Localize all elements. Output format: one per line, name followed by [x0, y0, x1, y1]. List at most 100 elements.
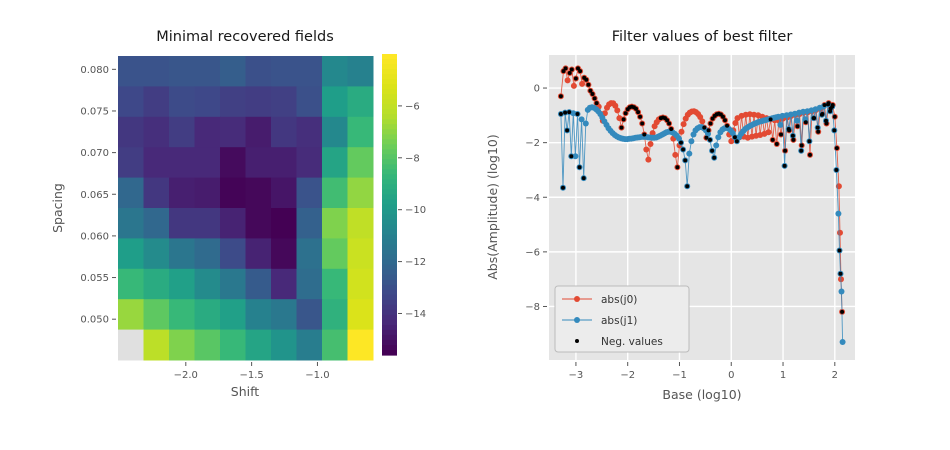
heatmap-cell [245, 299, 272, 331]
colorbar-strip [382, 89, 397, 95]
neg-value-dot [799, 148, 804, 153]
colorbar-gradient [382, 54, 397, 356]
heatmap-cell [271, 238, 297, 270]
heatmap-cell [347, 268, 374, 300]
neg-value-dot [725, 123, 730, 128]
scatter-point-j0 [678, 128, 685, 135]
x-tick-label: 1 [780, 370, 786, 381]
neg-value-dot [679, 140, 683, 145]
x-tick-label: 2 [832, 370, 838, 381]
heatmap-cell [296, 116, 323, 148]
heatmap-cell [347, 177, 374, 209]
heatmap-cell [169, 56, 195, 87]
neg-value-dot [642, 132, 647, 137]
colorbar-strip [382, 350, 397, 356]
colorbar-strip [382, 204, 397, 211]
heatmap-cell [296, 268, 323, 300]
y-tick-label: 0 [534, 84, 540, 95]
heatmap-cell [296, 208, 323, 239]
neg-value-dot [586, 82, 591, 87]
colorbar-strip [382, 239, 397, 246]
colorbar-strip [382, 289, 397, 296]
colorbar-strip [382, 144, 397, 150]
heatmap-cell [245, 147, 272, 179]
neg-value-dot [563, 66, 568, 71]
left-x-axis-label: Shift [231, 384, 260, 399]
heatmap-cell [194, 238, 221, 270]
colorbar-tick-label: −12 [405, 257, 426, 268]
heatmap-cell [296, 86, 323, 118]
colorbar-strip [382, 259, 397, 266]
y-tick-label: −2 [525, 138, 540, 149]
scatter-point-j0 [614, 107, 621, 114]
heatmap-cell [347, 238, 374, 270]
heatmap-cell [245, 177, 272, 209]
scatter-point-j1 [777, 121, 784, 128]
neg-value-dot [623, 111, 628, 116]
neg-value-dot [584, 77, 589, 82]
colorbar-strip [382, 199, 397, 206]
neg-value-dot [634, 106, 638, 111]
colorbar-strip [382, 169, 397, 175]
neg-value-dot [706, 128, 711, 133]
colorbar-strip [382, 194, 397, 201]
x-tick-label: −3 [569, 370, 584, 381]
neg-value-dot [594, 101, 599, 106]
colorbar-strip [382, 329, 397, 336]
neg-value-dot [567, 71, 572, 75]
neg-value-dot [578, 69, 583, 74]
neg-value-dot [819, 112, 824, 117]
left-y-axis-label: Spacing [50, 183, 65, 233]
colorbar-strip [382, 339, 397, 346]
neg-value-dot [768, 117, 773, 122]
heatmap-cell [118, 268, 144, 300]
colorbar-strip [382, 99, 397, 105]
heatmap-cell [143, 56, 170, 87]
colorbar-strip [382, 209, 397, 216]
colorbar-strip [382, 319, 397, 326]
heatmap-cell [245, 329, 272, 361]
heatmap-cell [322, 299, 348, 331]
heatmap-cell [245, 86, 272, 118]
colorbar-strip [382, 244, 397, 251]
scatter-point-j0 [732, 120, 739, 126]
scatter-point-j1 [686, 150, 693, 157]
colorbar-strip [382, 84, 397, 90]
neg-value-dot [561, 185, 565, 190]
heatmap-cell [322, 116, 348, 148]
colorbar-strip [382, 149, 397, 155]
heatmap-cell [143, 238, 170, 270]
scatter-point-j1 [794, 117, 800, 124]
heatmap-cell [118, 56, 144, 87]
scatter-point-j0 [837, 229, 843, 236]
colorbar-strip [382, 314, 397, 321]
neg-value-dot [573, 76, 578, 81]
heatmap-cell [143, 86, 170, 118]
x-tick-label: −2 [620, 370, 635, 381]
heatmap-cell [322, 329, 348, 361]
heatmap-cell [271, 329, 297, 361]
heatmap-cell [296, 56, 323, 87]
neg-value-dot [567, 110, 572, 115]
scatter-point-j1 [578, 116, 585, 123]
colorbar-strip [382, 54, 397, 60]
heatmap-cell [220, 268, 246, 300]
neg-value-dot [565, 128, 570, 133]
neg-value-dot [640, 121, 645, 126]
legend-dot-marker [574, 296, 580, 302]
heatmap-cell [220, 238, 246, 270]
scatter-point-j1 [839, 339, 846, 345]
neg-value-dot [569, 67, 574, 72]
neg-value-dot [770, 137, 775, 142]
x-tick-label: −1.0 [305, 370, 329, 381]
heatmap-cell [271, 116, 297, 148]
colorbar-strip [382, 224, 397, 231]
neg-value-dot [830, 104, 835, 109]
colorbar-strip [382, 284, 397, 291]
neg-value-dot [708, 137, 712, 142]
x-tick-label: −1.5 [239, 370, 263, 381]
heatmap-cell [194, 147, 221, 179]
neg-value-dot [681, 147, 686, 152]
colorbar-tick-label: −6 [405, 101, 420, 112]
colorbar-strip [382, 104, 397, 110]
